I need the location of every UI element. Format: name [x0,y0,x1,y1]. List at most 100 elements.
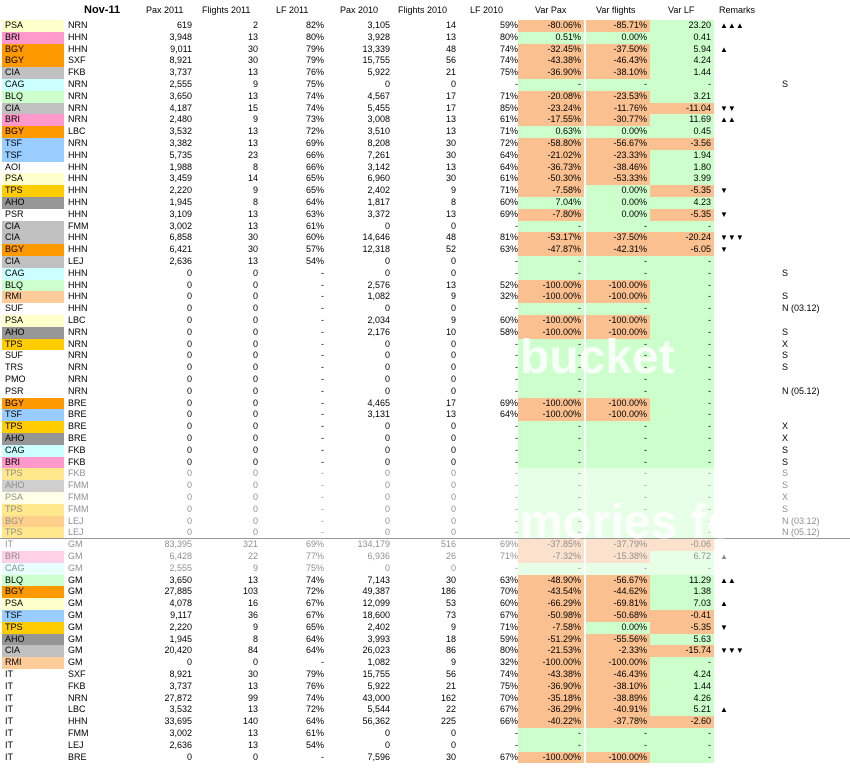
flights-2010-cell: 30 [445,751,456,762]
lf-2010-cell: 64% [499,161,518,172]
var-pax-cell: 0.63% [518,126,584,138]
flights-2010-cell: 17 [445,397,456,408]
var-flights-cell: 0.00% [586,197,650,209]
flights-2010-cell: 0 [450,256,456,266]
table-row: PSR HHN 3,109 13 63% 3,372 13 69% -7.80% 0.00% -5.… [0,208,850,221]
trend-arrows-cell [716,586,766,598]
var-pax-cell: -53.17% [518,232,584,245]
destination-code-cell: GM [68,586,83,597]
airport-code-cell: BRI [2,114,64,127]
pax-2010-cell: 2,402 [367,621,390,632]
lf-2011-cell: - [321,480,324,491]
destination-code-cell: LBC [68,704,86,715]
flights-2010-cell: 9 [450,315,456,325]
flights-2011-cell: 99 [247,692,258,703]
pax-2011-cell: 3,002 [169,220,192,231]
var-lf-cell: - [650,728,714,740]
flights-2011-cell: 13 [247,138,258,148]
pax-2011-cell: 0 [186,303,192,314]
trend-arrows-cell [716,563,766,575]
var-pax-cell: - [518,492,584,504]
var-pax-cell: -50.30% [518,173,584,186]
flights-2011-cell: 13 [247,220,258,231]
lf-2011-cell: - [321,751,324,762]
pax-2011-cell: 0 [186,468,192,479]
pax-2010-cell: 0 [384,562,390,573]
lf-2011-cell: 64% [305,197,324,207]
table-row: BLQ NRN 3,650 13 74% 4,567 17 71% -20.08% -23.53%… [0,90,850,103]
destination-code-cell: GM [68,633,83,644]
var-lf-cell: -5.35 [650,621,714,634]
var-flights-cell: -23.53% [586,90,650,103]
var-flights-cell: -50.68% [586,610,650,622]
destination-code-cell: HHN [68,208,88,219]
remarks-cell [782,315,850,327]
lf-2011-cell: 74% [305,102,324,113]
var-lf-cell: 5.63 [650,633,714,646]
airport-code-cell: BGY [2,126,64,138]
destination-code-cell: HHN [68,267,88,278]
var-flights-cell: -56.67% [586,574,650,587]
var-pax-cell: -35.18% [518,692,584,705]
remarks-cell: S [782,456,789,467]
lf-2010-cell: 59% [499,633,518,644]
lf-2011-cell: - [321,338,324,349]
lf-2011-cell: 76% [305,680,324,691]
flights-2011-cell: 84 [247,645,258,656]
flights-2010-cell: 18 [445,633,456,644]
lf-2010-cell: 67% [499,610,518,620]
flights-2011-cell: 30 [247,232,258,243]
table-row: IT HHN 33,695 140 64% 56,362 225 66% -40.22% -37.… [0,716,850,728]
var-flights-cell: - [586,79,650,91]
remarks-cell [782,173,850,185]
lf-2011-cell: 66% [305,161,324,172]
lf-2011-cell: 54% [305,256,324,266]
pax-2011-cell: 1,945 [169,197,192,207]
airport-code-cell: BLQ [2,279,64,292]
trend-arrows-cell: ▲▲ [720,575,736,585]
pax-2011-cell: 1,945 [169,633,192,644]
destination-code-cell: HHN [68,173,88,184]
lf-2011-cell: 66% [305,149,324,160]
table-row: TPS GM 2,220 9 65% 2,402 9 71% -7.58% 0.00% -5.35 ▼ [0,621,850,634]
var-flights-cell: - [586,433,650,445]
trend-arrows-cell: ▲▲▲ [720,21,744,30]
table-row: CAG FKB 0 0-0 0- - - - S [0,444,850,457]
trend-arrows-cell [716,67,766,79]
flights-2011-cell: 13 [247,704,258,715]
destination-code-cell: NRN [68,692,88,703]
trend-arrows-cell [716,138,766,150]
col-header-pax-2011: Pax 2011 [146,5,184,15]
lf-2011-cell: 80% [305,31,324,42]
pax-2010-cell: 12,099 [362,598,390,609]
flights-2010-cell: 9 [450,185,456,196]
trend-arrows-cell [716,445,766,457]
airport-code-cell: CAG [2,444,64,457]
remarks-cell [782,114,850,126]
col-header-var-lf: Var LF [668,5,695,15]
remarks-cell [782,669,850,681]
table-row: RMI HHN 0 0-1,082 9 32% -100.00% -100.00% - S [0,291,850,304]
trend-arrows-cell [716,303,766,315]
airport-code-cell: CIA [2,232,64,245]
flights-2010-cell: 13 [445,31,456,42]
flights-2010-cell: 0 [450,374,456,384]
airport-code-cell: CIA [2,220,64,233]
table-row: IT FMM 3,002 13 61% 0 0- - - - [0,728,850,740]
destination-code-cell: GM [68,621,83,632]
airport-code-cell: TSF [2,409,64,422]
lf-2011-cell: 73% [305,114,324,125]
airport-code-cell: PSA [2,598,64,610]
lf-2010-cell: 75% [499,67,518,78]
pax-2011-cell: 3,948 [169,31,192,42]
flights-2010-cell: 52 [445,244,456,255]
remarks-cell: S [782,326,789,337]
table-row: BGY LEJ 0 0-0 0- - - - N (03.12) [0,515,850,528]
var-lf-cell: 4.24 [650,55,714,68]
airport-code-cell: BRI [2,456,64,469]
pax-2010-cell: 0 [384,374,390,384]
flights-2011-cell: 15 [247,102,258,113]
var-lf-cell: 1.44 [650,680,714,693]
lf-2010-cell: 60% [499,598,518,609]
trend-arrows-cell: ▼ [720,209,728,219]
